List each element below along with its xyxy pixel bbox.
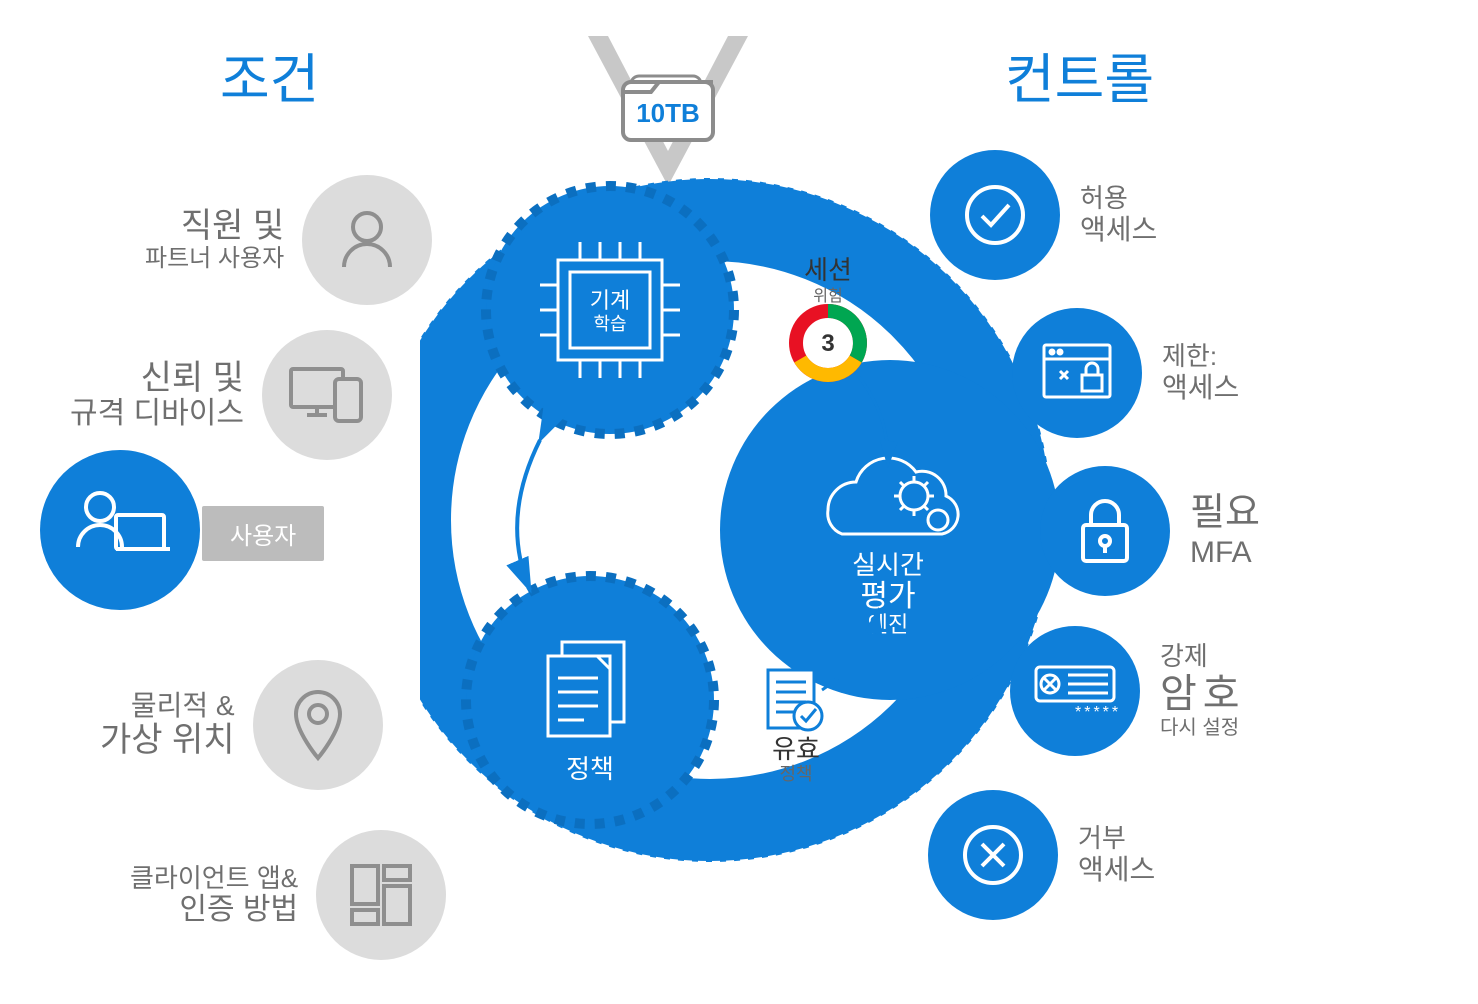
svg-text:정책: 정책 [779, 764, 812, 784]
svg-text:기계: 기계 [590, 288, 630, 313]
svg-text:3: 3 [821, 330, 834, 357]
browser-lock-icon [1012, 308, 1142, 438]
svg-text:세션: 세션 [804, 255, 852, 285]
control-allow: 허용 액세스 [930, 150, 1157, 280]
password-icon: ****** [1010, 626, 1140, 756]
condition-employees: 직원 및 파트너 사용자 [145, 175, 432, 305]
heading-conditions: 조건 [220, 35, 319, 114]
device-icon [262, 330, 392, 460]
funnel-label: 10TB [636, 98, 700, 128]
condition-location: 물리적 & 가상 위치 [100, 660, 383, 790]
control-limit: 제한: 액세스 [1012, 308, 1239, 438]
svg-text:위험: 위험 [813, 287, 842, 305]
condition-devices: 신뢰 및 규격 디바이스 [70, 330, 392, 460]
active-user-icon [40, 450, 200, 610]
active-user-badge: 사용자 [202, 506, 324, 561]
control-mfa: 필요 MFA [1040, 466, 1260, 596]
svg-text:유효: 유효 [772, 734, 820, 764]
svg-text:실시간: 실시간 [852, 550, 924, 580]
lock-icon [1040, 466, 1170, 596]
cross-icon [928, 790, 1058, 920]
svg-text:평가: 평가 [860, 580, 915, 613]
heading-controls: 컨트롤 [1005, 35, 1154, 114]
svg-text:학습: 학습 [593, 314, 626, 334]
apps-icon [316, 830, 446, 960]
condition-client: 클라이언트 앱& 인증 방법 [130, 830, 446, 960]
svg-text:정책: 정책 [566, 754, 614, 784]
svg-text:******: ****** [1075, 704, 1118, 721]
user-icon [302, 175, 432, 305]
check-icon [930, 150, 1060, 280]
pin-icon [253, 660, 383, 790]
control-password-reset: ****** 강제 암호 다시 설정 [1010, 626, 1246, 756]
control-deny: 거부 액세스 [928, 790, 1155, 920]
